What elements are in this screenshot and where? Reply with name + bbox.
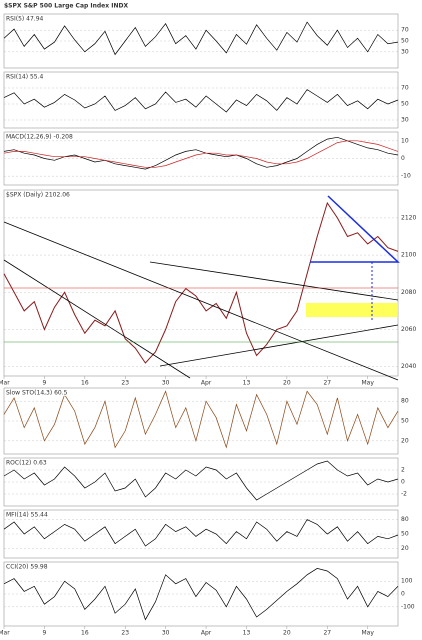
x-tick-label: 23	[121, 630, 129, 637]
y-tick-label: -100	[401, 603, 415, 610]
series-line	[3, 519, 399, 547]
title-bg	[5, 389, 95, 396]
title-bg	[5, 563, 95, 570]
y-tick-label: 30	[401, 117, 409, 124]
panel-title: RSI(14) 55.4	[6, 74, 44, 81]
y-tick-label: 50	[401, 418, 409, 425]
y-tick-label: 20	[401, 437, 409, 444]
title-bg	[5, 73, 95, 80]
title-bg	[5, 133, 95, 140]
title-bg	[5, 15, 95, 22]
panel-title: MACD(12,26,9) -0.208	[6, 134, 73, 141]
y-tick-label: 100	[401, 578, 413, 585]
y-tick-label: 2040	[401, 363, 416, 370]
x-tick-label: 20	[283, 380, 291, 387]
y-tick-label: 0	[401, 479, 405, 486]
y-tick-label: 50	[401, 101, 409, 108]
panel-title: CCI(20) 59.98	[6, 564, 48, 571]
y-tick-label: 80	[401, 516, 409, 523]
y-tick-label: 2	[401, 467, 405, 474]
y-tick-label: 80	[401, 398, 409, 405]
x-tick-label: 13	[243, 380, 251, 387]
title-bg	[5, 511, 95, 518]
x-tick-label: 16	[81, 380, 89, 387]
series-line	[3, 136, 399, 170]
series-line	[3, 201, 399, 364]
trend-line	[3, 259, 191, 379]
x-tick-label: May	[361, 380, 374, 387]
x-tick-label: Mar	[0, 630, 10, 637]
panel-title: RSI(5) 47.94	[6, 16, 44, 23]
series-line	[3, 460, 399, 501]
x-tick-label: May	[361, 630, 374, 637]
x-tick-label: 20	[283, 630, 291, 637]
y-tick-label: 2100	[401, 252, 416, 259]
panel-title: ROC(12) 0.63	[6, 460, 47, 467]
x-tick-label: Apr	[201, 380, 212, 387]
x-tick-label: 23	[121, 380, 129, 387]
title-bg	[5, 191, 95, 198]
y-tick-label: 10	[401, 137, 409, 144]
x-tick-label: 30	[162, 630, 170, 637]
x-tick-label: 9	[42, 380, 46, 387]
y-tick-label: 70	[401, 27, 409, 34]
x-tick-label: 9	[42, 630, 46, 637]
x-tick-label: 27	[323, 630, 331, 637]
triangle-pattern	[310, 195, 400, 263]
x-tick-label: 16	[81, 630, 89, 637]
y-tick-label: 0	[401, 591, 405, 598]
y-tick-label: 0	[401, 155, 405, 162]
y-tick-label: 50	[401, 38, 409, 45]
trend-line	[159, 324, 399, 367]
y-tick-label: 2080	[401, 289, 416, 296]
x-tick-label: 27	[323, 380, 331, 387]
highlight-band	[306, 303, 398, 317]
panel-title: MFI(14) 55.44	[6, 512, 48, 519]
panel-title: Slow STO(14,3) 60.5	[6, 390, 68, 397]
x-tick-label: Mar	[0, 380, 10, 387]
y-tick-label: 2120	[401, 214, 416, 221]
series-line	[3, 140, 399, 168]
y-tick-label: 2060	[401, 326, 416, 333]
y-tick-label: 30	[401, 48, 409, 55]
y-tick-label: 50	[401, 531, 409, 538]
series-line	[3, 390, 399, 449]
page-title: $SPX S&P 500 Large Cap Index INDX	[4, 3, 128, 10]
series-line	[3, 89, 399, 113]
y-tick-label: 20	[401, 545, 409, 552]
panel-frame	[3, 189, 399, 377]
panel-frame	[3, 71, 399, 129]
series-line	[3, 21, 399, 56]
x-tick-label: 30	[162, 380, 170, 387]
y-tick-label: 70	[401, 85, 409, 92]
y-tick-label: -2	[401, 491, 407, 498]
x-tick-label: 13	[243, 630, 251, 637]
panel-title: $SPX (Daily) 2102.06	[6, 192, 70, 199]
trend-line	[149, 261, 399, 301]
x-tick-label: Apr	[201, 630, 212, 637]
series-line	[3, 568, 399, 621]
trend-line	[3, 221, 399, 381]
title-bg	[5, 459, 95, 466]
annotations	[3, 195, 400, 381]
y-tick-label: -10	[401, 173, 411, 180]
